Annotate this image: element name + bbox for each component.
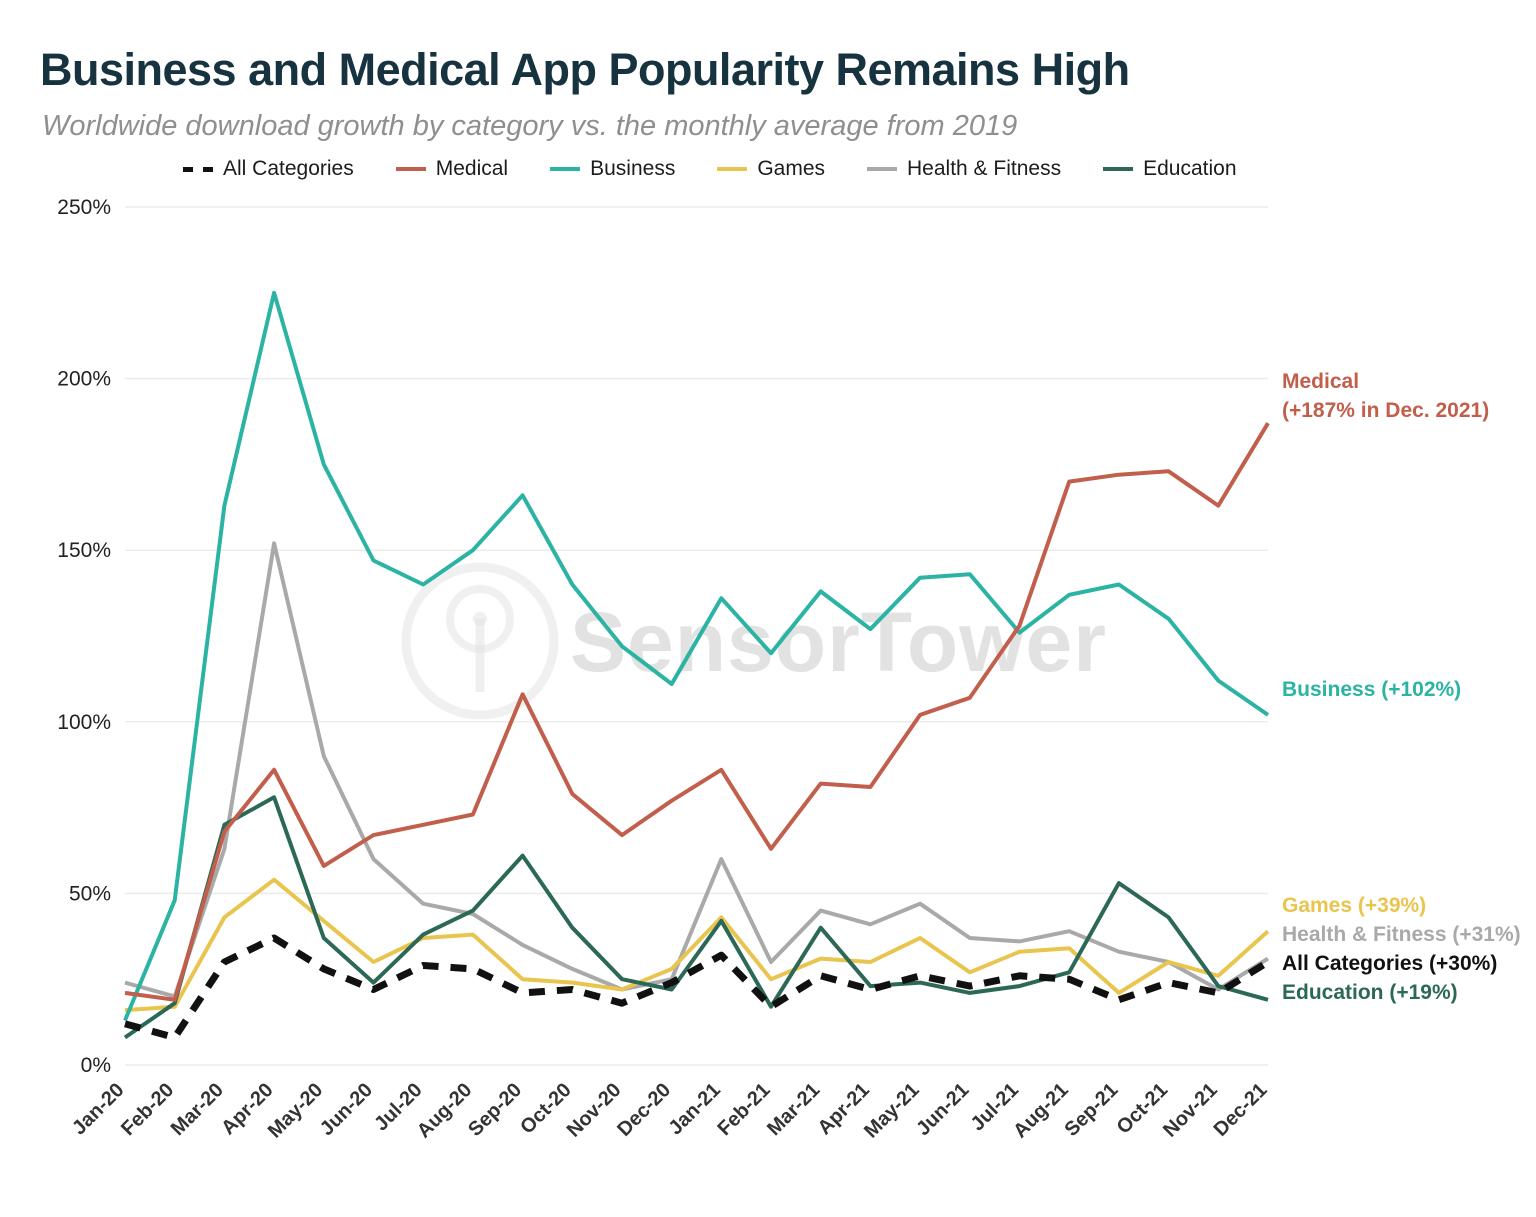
series-line-all-categories <box>124 934 1270 1041</box>
annotation-games: Games (+39%) <box>1282 894 1426 917</box>
legend-line-swatch-icon <box>717 167 748 171</box>
line-chart-svg: 0%50%100%150%200%250%SensorTowerJan-20Fe… <box>57 196 1521 1143</box>
x-axis-tick-label: Nov-21 <box>1159 1079 1222 1142</box>
legend-item-label: Education <box>1143 157 1237 180</box>
radar-logo-icon <box>401 562 559 720</box>
x-axis-tick-label: Aug-20 <box>413 1079 476 1142</box>
x-axis-tick-label: Feb-21 <box>713 1079 774 1140</box>
series-line-health-fitness <box>124 541 1270 999</box>
x-axis-tick-label: Mar-20 <box>167 1079 228 1140</box>
annotation-label: Education (+19%) <box>1282 981 1458 1004</box>
legend-item-label: Health & Fitness <box>907 157 1062 180</box>
x-axis-tick-label: May-21 <box>860 1079 924 1143</box>
x-axis-tick-label: Dec-21 <box>1210 1079 1272 1141</box>
radar-logo-icon <box>473 612 487 626</box>
annotation-label: All Categories (+30%) <box>1282 952 1497 975</box>
legend-item-medical[interactable]: Medical <box>395 157 509 181</box>
annotation-business: Business (+102%) <box>1282 678 1461 701</box>
annotation-label: Business (+102%) <box>1282 678 1461 701</box>
legend-line-swatch-icon <box>550 167 581 171</box>
legend-item-games[interactable]: Games <box>717 157 825 181</box>
x-axis-tick-label: Sep-20 <box>464 1079 526 1141</box>
legend-line-swatch-icon <box>1103 167 1134 171</box>
legend-item-health-fitness[interactable]: Health & Fitness <box>867 157 1061 181</box>
legend-item-label: Games <box>757 157 826 180</box>
legend-item-label: All Categories <box>223 157 354 180</box>
annotation-medical: Medical (+187% in Dec. 2021) <box>1282 370 1489 422</box>
legend-item-label: Business <box>590 157 676 180</box>
legend-item-education[interactable]: Education <box>1103 157 1237 181</box>
annotation-all-categories: All Categories (+30%) <box>1282 952 1497 975</box>
x-axis-tick-label: Dec-20 <box>613 1079 675 1141</box>
x-axis-tick-label: Sep-21 <box>1061 1079 1123 1141</box>
series-line-business <box>123 290 1270 1022</box>
x-axis-tick-label: Jun-20 <box>316 1079 377 1140</box>
x-axis-tick-label: Aug-21 <box>1009 1079 1072 1142</box>
legend-line-swatch-icon <box>183 166 213 172</box>
series-line-medical <box>124 422 1270 1002</box>
legend-line-swatch-icon <box>867 167 898 171</box>
annotation-label: Medical <box>1282 370 1359 393</box>
legend-line-swatch-icon <box>395 167 426 171</box>
annotation-label: Games (+39%) <box>1282 894 1426 917</box>
chart-subtitle: Worldwide download growth by category vs… <box>42 110 1018 142</box>
legend-item-label: Medical <box>435 157 509 180</box>
x-axis-tick-label: Nov-20 <box>563 1079 626 1142</box>
y-axis-tick-label: 50% <box>69 882 111 905</box>
y-axis-tick-label: 0% <box>81 1054 111 1077</box>
y-axis-tick-label: 100% <box>57 711 111 734</box>
x-axis-tick-label: May-20 <box>264 1079 328 1143</box>
y-axis-tick-label: 200% <box>57 368 111 391</box>
legend-item-all-categories[interactable]: All Categories <box>183 157 354 181</box>
annotation-health-fitness: Health & Fitness (+31%) <box>1282 923 1521 946</box>
x-axis-tick-label: Jan-21 <box>665 1079 725 1139</box>
series-line-education <box>123 795 1269 1040</box>
y-axis-tick-label: 250% <box>57 196 111 219</box>
chart-legend: All Categories Medical Business Games Health… <box>183 157 1237 181</box>
x-axis-tick-label: Jan-20 <box>68 1079 128 1139</box>
annotation-education: Education (+19%) <box>1282 981 1458 1004</box>
legend-item-business[interactable]: Business <box>550 157 675 181</box>
x-axis-tick-label: Jun-21 <box>912 1079 973 1140</box>
y-axis-tick-label: 150% <box>57 539 111 562</box>
chart-header: Business and Medical App Popularity Rema… <box>0 0 1536 143</box>
chart-title: Business and Medical App Popularity Rema… <box>40 44 1130 95</box>
x-axis-tick-label: Mar-21 <box>763 1079 824 1140</box>
x-axis-tick-label: Feb-20 <box>117 1079 178 1140</box>
annotation-label: Health & Fitness (+31%) <box>1282 923 1521 946</box>
chart-area: All Categories Medical Business Games Health… <box>0 147 1536 1167</box>
annotation-label: (+187% in Dec. 2021) <box>1282 399 1489 422</box>
